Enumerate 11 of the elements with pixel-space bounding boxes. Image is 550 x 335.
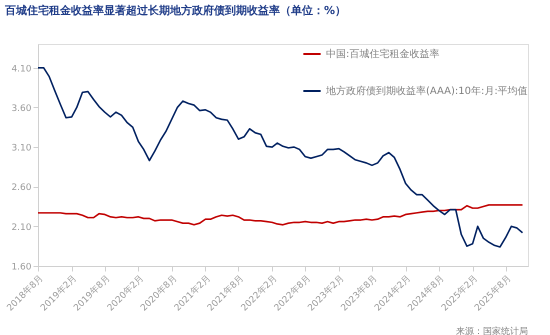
y-tick-label: 3.10	[11, 144, 32, 154]
y-tick-label: 2.60	[11, 183, 32, 194]
y-tick-label: 3.60	[11, 104, 32, 114]
source-note: 来源：国家统计局	[456, 326, 528, 335]
chart-title: 百城住宅租金收益率显著超过长期地方政府债到期收益率（单位：%）	[4, 4, 346, 17]
y-tick-label: 1.60	[11, 262, 32, 272]
line-series	[37, 204, 524, 226]
legend-label: 地方政府债到期收益率(AAA):10年:月:平均值	[325, 85, 528, 97]
y-tick-label: 4.10	[11, 64, 32, 74]
y-tick-label: 2.10	[11, 222, 32, 233]
legend-label: 中国:百城住宅租金收益率	[326, 48, 440, 60]
